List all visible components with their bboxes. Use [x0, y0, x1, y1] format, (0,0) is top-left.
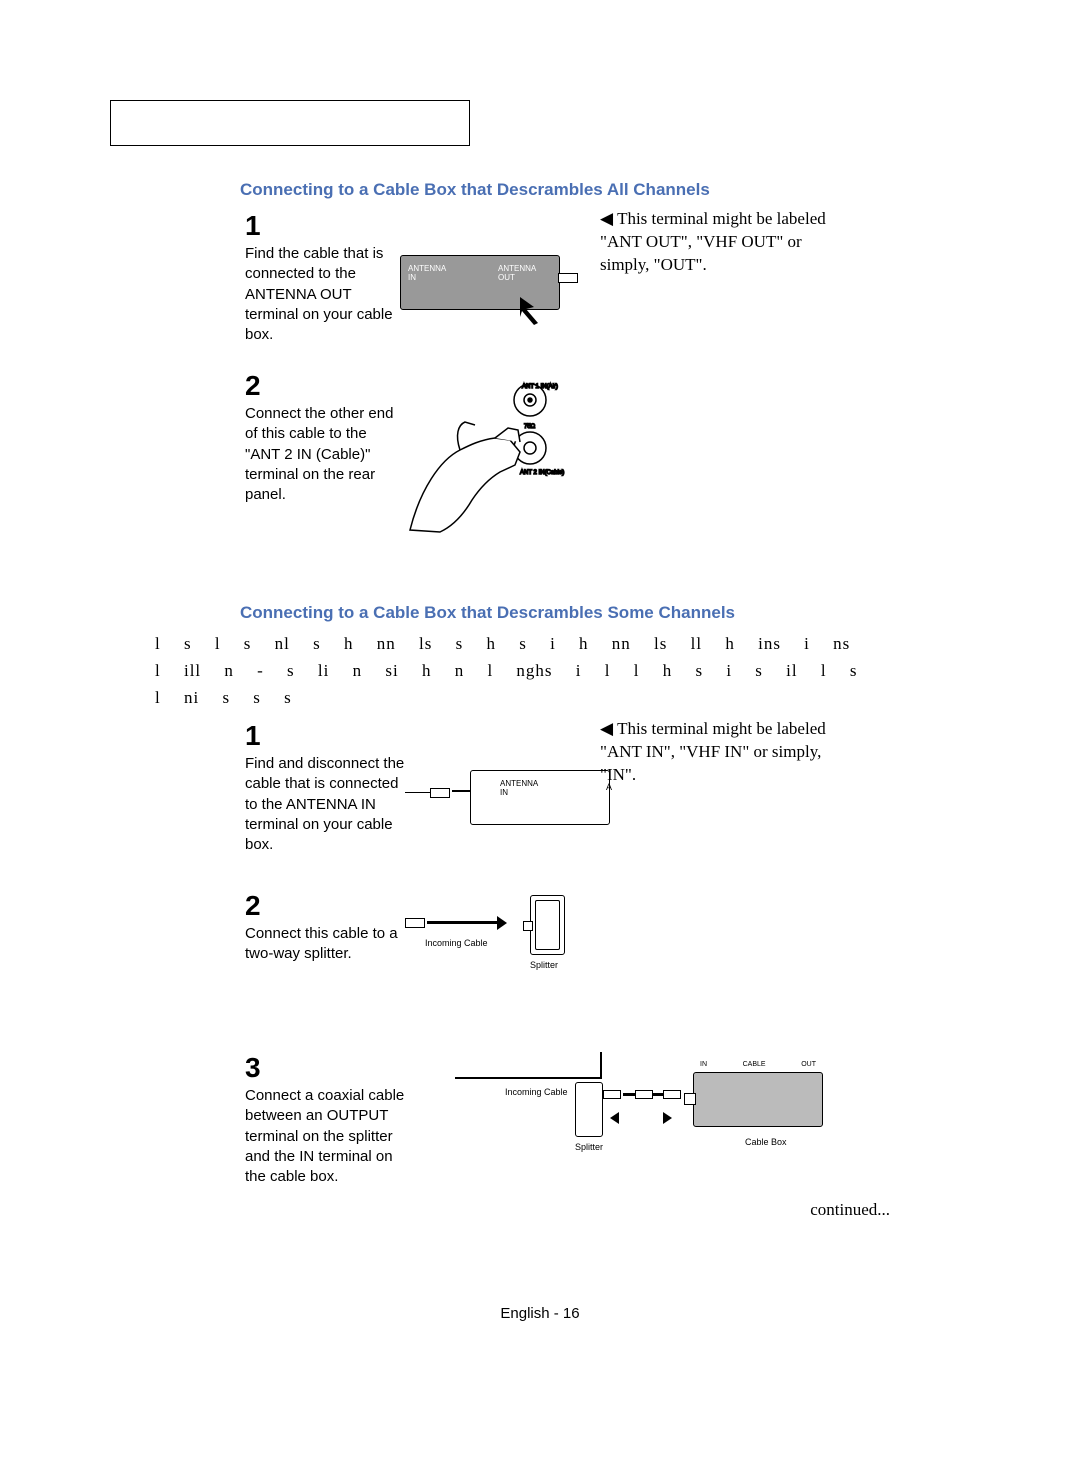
header-empty-box	[110, 100, 470, 146]
label-incoming-cable: Incoming Cable	[505, 1087, 568, 1097]
label-incoming-cable: Incoming Cable	[425, 938, 488, 948]
step-1b: 1 Find and disconnect the cable that is …	[245, 720, 415, 855]
page-footer: English - 16	[0, 1305, 1080, 1322]
arrow-left-icon	[610, 1112, 619, 1124]
step-text: Find and disconnect the cable that is co…	[245, 754, 415, 855]
diagram-cable-box-in: ANTENNAIN A	[430, 740, 610, 850]
triangle-left-icon: ◀	[600, 208, 613, 231]
label-out: OUT	[801, 1061, 816, 1068]
coax-connector-icon	[635, 1090, 653, 1099]
splitter-icon	[575, 1082, 603, 1137]
label-splitter: Splitter	[530, 960, 558, 970]
step-text: Connect a coaxial cable between an OUTPU…	[245, 1086, 415, 1187]
label-cable: CABLE	[743, 1061, 766, 1068]
coax-connector-icon	[663, 1090, 681, 1099]
triangle-left-icon: ◀	[600, 718, 613, 741]
coax-connector-icon	[558, 273, 578, 283]
step-2b: 2 Connect this cable to a two-way splitt…	[245, 890, 405, 965]
diagram-hand-connecting: ANT 1 IN(Air) 75Ω ANT 2 IN(Cable)	[400, 370, 580, 540]
coax-connector-icon	[603, 1090, 621, 1099]
step-text: Connect this cable to a two-way splitter…	[245, 924, 405, 965]
label-ohm: 75Ω	[524, 424, 536, 430]
step-number: 3	[245, 1052, 415, 1084]
coax-connector-icon	[405, 918, 425, 928]
leader-line	[405, 792, 430, 793]
splitter-icon	[530, 895, 565, 955]
label-ant2: ANT 2 IN(Cable)	[520, 470, 564, 476]
arrow-right-icon	[663, 1112, 672, 1124]
label-antenna-in: ANTENNAIN	[500, 780, 538, 798]
arrow-right-icon	[497, 916, 507, 930]
step-number: 2	[245, 370, 405, 402]
step-number: 1	[245, 720, 415, 752]
coax-connector-icon	[430, 788, 450, 798]
diagram-cable-box-out: ANTENNAIN ANTENNAOUT	[400, 225, 580, 335]
note-terminal-in: ◀This terminal might be labeled "ANT IN"…	[600, 718, 845, 787]
label-splitter: Splitter	[575, 1142, 603, 1152]
cable-box-icon: IN CABLE OUT	[693, 1072, 823, 1127]
label-ant1: ANT 1 IN(Air)	[522, 384, 558, 390]
diagram-splitter-to-box: IN CABLE OUT Incoming Cable Splitter Cab…	[405, 1052, 835, 1192]
step-2a: 2 Connect the other end of this cable to…	[245, 370, 405, 505]
section-title-descramble-some: Connecting to a Cable Box that Descrambl…	[240, 603, 735, 623]
step-3b: 3 Connect a coaxial cable between an OUT…	[245, 1052, 415, 1187]
body-paragraph: l s l s nl s h nn ls s h s i h nn ls ll …	[155, 630, 875, 712]
section-title-descramble-all: Connecting to a Cable Box that Descrambl…	[240, 180, 710, 200]
label-antenna-out: ANTENNAOUT	[498, 265, 536, 283]
step-text: Connect the other end of this cable to t…	[245, 404, 405, 505]
step-1a: 1 Find the cable that is connected to th…	[245, 210, 405, 345]
step-text: Find the cable that is connected to the …	[245, 244, 405, 345]
label-cable-box: Cable Box	[745, 1137, 787, 1147]
label-antenna-in: ANTENNAIN	[408, 265, 446, 283]
note-terminal-out: ◀This terminal might be labeled "ANT OUT…	[600, 208, 845, 277]
diagram-splitter: Incoming Cable Splitter	[405, 890, 605, 990]
arrow-icon	[520, 297, 560, 327]
label-in: IN	[700, 1061, 707, 1068]
step-number: 2	[245, 890, 405, 922]
step-number: 1	[245, 210, 405, 242]
continued-text: continued...	[810, 1200, 890, 1220]
